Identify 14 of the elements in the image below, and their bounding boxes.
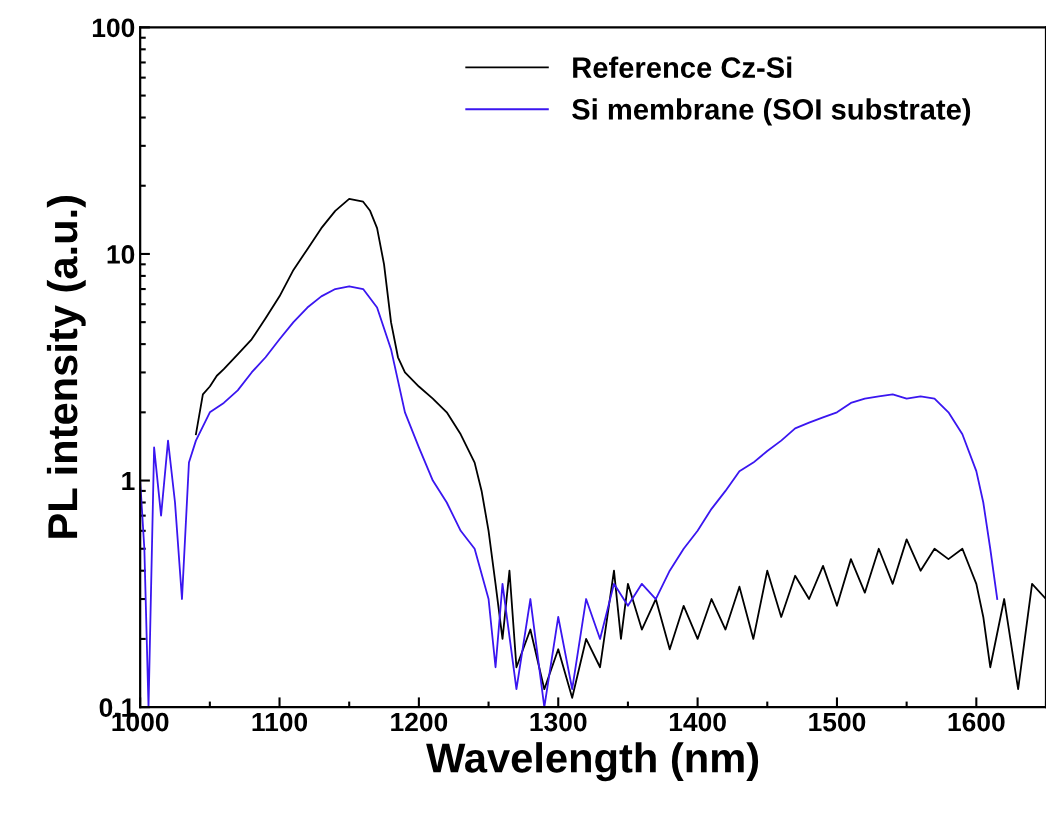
- x-tick-label: 1100: [252, 712, 308, 732]
- y-tick-label: 1: [122, 471, 135, 491]
- x-tick-label: 1500: [809, 712, 866, 732]
- legend-label: Reference Cz-Si: [573, 56, 792, 78]
- line-series: [140, 285, 999, 708]
- x-tick-label: 1400: [669, 712, 726, 732]
- y-axis-title: PL intensity (a.u.): [46, 196, 86, 538]
- y-tick-label: 100: [92, 18, 135, 38]
- x-tick-label: 1200: [391, 712, 448, 732]
- x-tick-label: 1600: [948, 712, 1005, 732]
- x-axis-title: Wavelength (nm): [426, 742, 759, 782]
- y-tick-label: 10: [107, 245, 135, 264]
- legend-label: Si membrane (SOI substrate): [572, 98, 971, 126]
- x-tick-label: 1300: [530, 712, 587, 732]
